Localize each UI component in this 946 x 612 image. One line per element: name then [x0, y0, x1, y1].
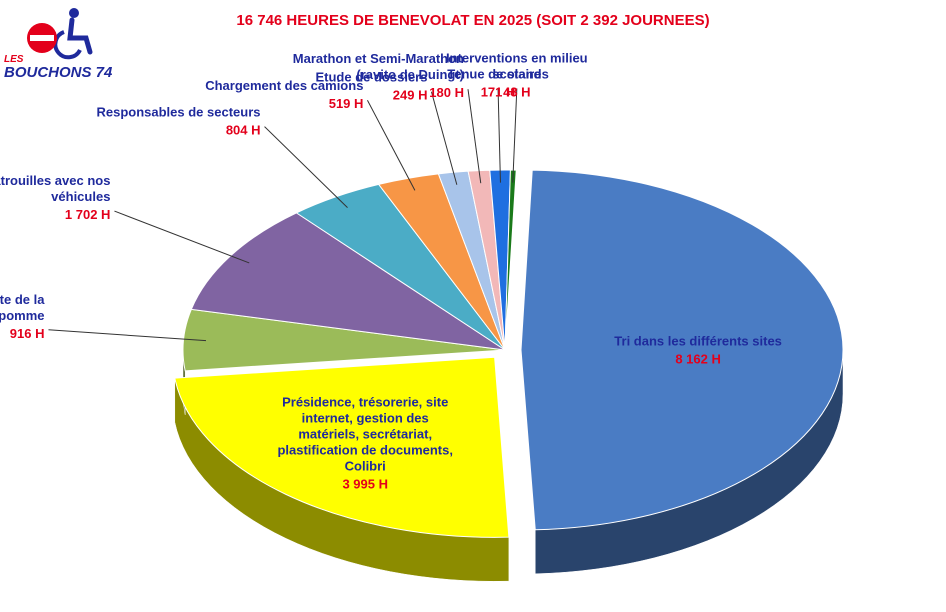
slice-label-2: Fête de la: [0, 292, 45, 307]
bottle-cap-icon: [27, 23, 57, 53]
leader-line-9: [512, 88, 518, 183]
pie-slice-3: [190, 212, 506, 351]
slice-value-0: 8 162 H: [675, 351, 721, 366]
logo-line2: BOUCHONS 74: [4, 64, 112, 81]
slice-value-3: 1 702 H: [65, 207, 111, 222]
leader-line-8: [497, 88, 501, 183]
leader-line-5: [366, 100, 416, 191]
slice-label-1: Présidence, trésorerie, site: [282, 394, 448, 409]
slice-label-1-line3: plastification de documents,: [277, 442, 453, 457]
logo-line1: LES: [4, 54, 24, 65]
leader-line-3: [114, 210, 250, 264]
slice-label-3-line1: véhicules: [51, 189, 110, 204]
slice-value-6: 249 H: [393, 88, 428, 103]
slice-label-3: Patrouilles avec nos: [0, 173, 110, 188]
leader-line-4: [264, 126, 348, 208]
slice-value-9: 48 H: [503, 84, 530, 99]
slice-label-2-line1: pomme: [0, 308, 44, 323]
leader-line-6: [430, 91, 458, 185]
slice-value-5: 519 H: [329, 96, 364, 111]
slice-label-1-line4: Colibri: [345, 458, 386, 473]
slice-value-1: 3 995 H: [342, 476, 388, 491]
slice-label-7: Marathon et Semi-Marathon: [293, 51, 464, 66]
slice-label-7-line1: (ravito de Duingt): [356, 67, 464, 82]
logo: LES BOUCHONS 74: [4, 8, 112, 81]
slice-label-1-line1: internet, gestion des: [302, 410, 429, 425]
slice-label-4: Responsables de secteurs: [96, 105, 260, 120]
chart-title: 16 746 HEURES DE BENEVOLAT EN 2025 (SOIT…: [236, 12, 710, 29]
slice-label-8: Tenue de stands: [447, 66, 549, 81]
slice-label-0: Tri dans les différents sites: [614, 333, 782, 348]
slice-label-9: Interventions en milieu: [446, 50, 588, 65]
slice-label-1-line2: matériels, secrétariat,: [298, 426, 432, 441]
slice-label-5: Chargement des camions: [205, 78, 363, 93]
slice-value-8: 171 H: [481, 84, 516, 99]
pie-slice-0: [520, 169, 844, 531]
wheelchair-icon: [53, 8, 93, 60]
slice-value-2: 916 H: [10, 326, 45, 341]
slice-value-4: 804 H: [226, 123, 261, 138]
slice-value-7: 180 H: [429, 85, 464, 100]
leader-line-7: [467, 89, 482, 184]
leader-line-2: [48, 329, 207, 342]
slice-label-9-line1: scolaire: [492, 66, 541, 81]
pie-slice-1: [174, 356, 510, 538]
slice-label-6: Etude de dossiers: [315, 70, 427, 85]
